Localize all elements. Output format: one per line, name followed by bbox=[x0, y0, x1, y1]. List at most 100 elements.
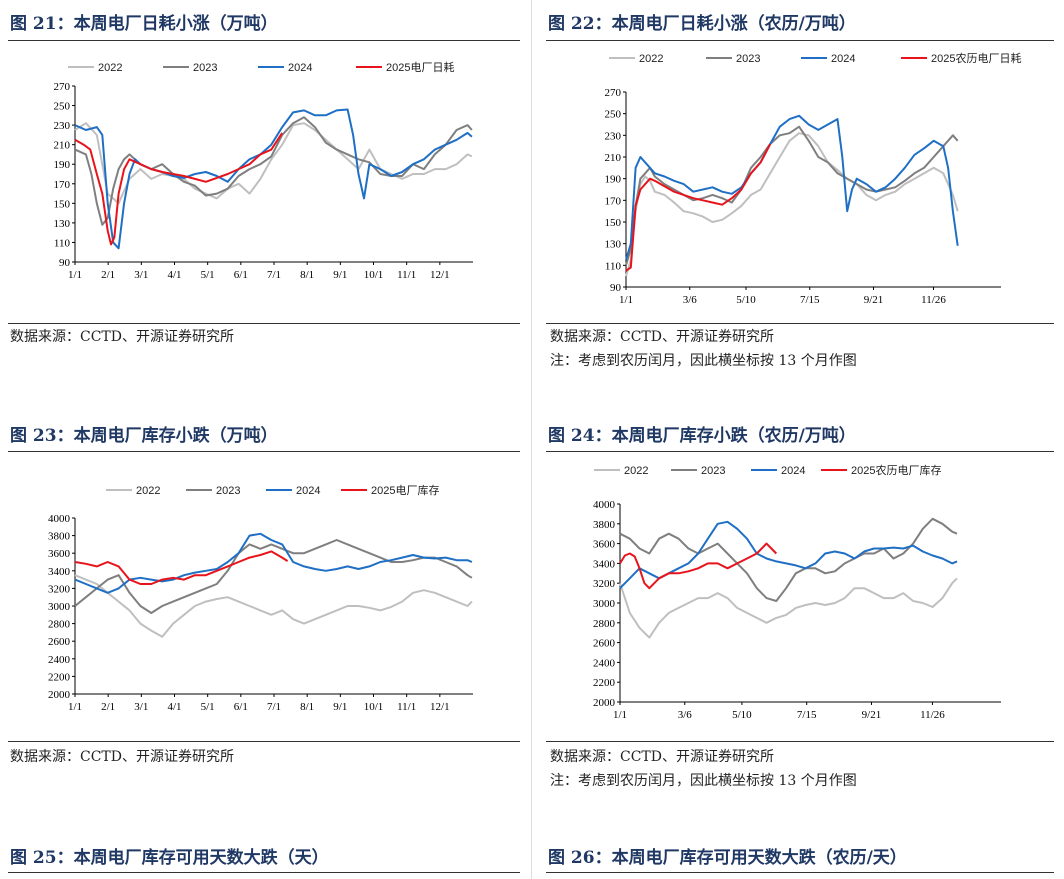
y-tick-label: 2600 bbox=[48, 636, 71, 648]
y-tick-label: 2800 bbox=[593, 618, 616, 630]
series-line-3 bbox=[74, 108, 473, 250]
y-tick-label: 2000 bbox=[593, 697, 616, 709]
fig26-title: 图 26：本周电厂库存可用天数大跌（农历/天） bbox=[548, 848, 907, 868]
legend-label: 2022 bbox=[624, 465, 648, 477]
legend-label: 2025农历电厂日耗 bbox=[931, 51, 1021, 65]
legend-label: 2025电厂库存 bbox=[371, 483, 439, 497]
y-tick-label: 3000 bbox=[48, 601, 71, 613]
legend-label: 2024 bbox=[288, 62, 312, 74]
y-tick-label: 3600 bbox=[593, 539, 616, 551]
x-tick-label: 7/1 bbox=[267, 701, 281, 713]
series-line-1 bbox=[74, 574, 473, 638]
legend-label: 2024 bbox=[296, 485, 320, 497]
series-line-2 bbox=[74, 116, 473, 226]
legend-label: 2024 bbox=[781, 465, 805, 477]
x-tick-label: 3/6 bbox=[683, 294, 698, 306]
legend-label: 2022 bbox=[136, 485, 160, 497]
legend-label: 2025农历电厂库存 bbox=[851, 463, 941, 477]
y-tick-label: 190 bbox=[54, 159, 71, 171]
x-tick-label: 7/1 bbox=[267, 269, 281, 281]
x-tick-label: 6/1 bbox=[234, 269, 248, 281]
x-tick-label: 3/1 bbox=[134, 701, 148, 713]
x-tick-label: 1/1 bbox=[613, 709, 627, 721]
x-tick-label: 11/1 bbox=[397, 701, 416, 713]
x-tick-label: 2/1 bbox=[101, 269, 115, 281]
fig22-chart: 90 110 130 150 170 190 210 230 250 270 1/1 3/6 5/10 7… bbox=[605, 51, 1022, 306]
y-tick-label: 110 bbox=[54, 237, 71, 249]
x-tick-label: 8/1 bbox=[300, 701, 314, 713]
y-tick-label: 270 bbox=[605, 87, 622, 99]
series-line-1 bbox=[74, 122, 473, 205]
y-tick-label: 250 bbox=[605, 109, 622, 121]
y-tick-label: 90 bbox=[610, 282, 622, 294]
legend-label: 2025电厂日耗 bbox=[386, 61, 454, 74]
series-line-1 bbox=[625, 132, 959, 277]
y-tick-label: 230 bbox=[54, 120, 71, 132]
y-tick-label: 170 bbox=[605, 195, 622, 207]
y-tick-label: 3200 bbox=[48, 583, 71, 595]
legend-label: 2022 bbox=[98, 62, 122, 74]
y-tick-label: 2200 bbox=[48, 671, 71, 683]
y-tick-label: 3400 bbox=[48, 566, 71, 578]
fig25-top-rule bbox=[8, 872, 520, 873]
legend-label: 2023 bbox=[216, 485, 240, 497]
y-tick-label: 210 bbox=[605, 152, 622, 164]
x-tick-label: 9/21 bbox=[862, 709, 882, 721]
x-tick-label: 9/21 bbox=[864, 294, 884, 306]
series-line-4 bbox=[74, 550, 289, 585]
fig25-title: 图 25：本周电厂库存可用天数大跌（天） bbox=[10, 848, 329, 868]
x-tick-label: 9/1 bbox=[333, 269, 347, 281]
series-line-3 bbox=[625, 114, 959, 261]
x-tick-label: 1/1 bbox=[619, 294, 633, 306]
x-tick-label: 5/1 bbox=[201, 269, 215, 281]
x-tick-label: 12/1 bbox=[430, 701, 450, 713]
x-tick-label: 6/1 bbox=[234, 701, 248, 713]
legend-label: 2022 bbox=[639, 53, 663, 65]
y-tick-label: 90 bbox=[59, 257, 71, 269]
x-tick-label: 5/10 bbox=[736, 294, 756, 306]
x-tick-label: 11/26 bbox=[921, 294, 946, 306]
fig26-top-rule bbox=[546, 872, 1054, 873]
x-tick-label: 7/15 bbox=[800, 294, 820, 306]
fig21-source: 数据来源：CCTD、开源证券研究所 bbox=[10, 329, 234, 345]
y-tick-label: 3600 bbox=[48, 548, 71, 560]
series-line-1 bbox=[619, 577, 958, 639]
series-line-2 bbox=[619, 517, 958, 602]
legend-label: 2023 bbox=[193, 62, 217, 74]
legend-label: 2023 bbox=[701, 465, 725, 477]
x-tick-label: 4/1 bbox=[167, 269, 181, 281]
fig22-title: 图 22：本周电厂日耗小涨（农历/万吨） bbox=[548, 14, 856, 34]
series-line-2 bbox=[74, 539, 473, 614]
series-line-4 bbox=[74, 132, 284, 246]
series-line-3 bbox=[74, 532, 473, 594]
fig21-bottom-rule bbox=[8, 323, 520, 324]
y-tick-label: 2400 bbox=[48, 654, 71, 666]
y-tick-label: 3000 bbox=[593, 598, 616, 610]
series-line-4 bbox=[619, 542, 778, 590]
y-tick-label: 2400 bbox=[593, 657, 616, 669]
fig23-chart: 2000 2200 2400 2600 2800 3000 3200 3400 3600 3800… bbox=[48, 483, 473, 713]
fig23-bottom-rule bbox=[8, 741, 520, 742]
x-tick-label: 7/15 bbox=[797, 709, 817, 721]
x-tick-label: 8/1 bbox=[300, 269, 314, 281]
y-tick-label: 2800 bbox=[48, 619, 71, 631]
fig22-note: 注：考虑到农历闰月，因此横坐标按 13 个月作图 bbox=[550, 353, 857, 369]
y-tick-label: 110 bbox=[605, 260, 622, 272]
fig22-bottom-rule bbox=[546, 323, 1054, 324]
legend-label: 2024 bbox=[831, 53, 855, 65]
fig24-top-rule bbox=[546, 451, 1054, 452]
x-tick-label: 1/1 bbox=[68, 701, 82, 713]
series-line-2 bbox=[625, 125, 959, 266]
y-tick-label: 150 bbox=[54, 198, 71, 210]
x-tick-label: 3/1 bbox=[134, 269, 148, 281]
fig24-chart: 2000 2200 2400 2600 2800 3000 3200 3400 3600 3800… bbox=[593, 463, 1001, 721]
y-tick-label: 2200 bbox=[593, 677, 616, 689]
series-line-4 bbox=[625, 143, 772, 272]
y-tick-label: 4000 bbox=[593, 499, 616, 511]
y-tick-label: 2000 bbox=[48, 689, 71, 701]
x-tick-label: 3/6 bbox=[678, 709, 693, 721]
y-tick-label: 210 bbox=[54, 140, 71, 152]
x-tick-label: 10/1 bbox=[364, 269, 384, 281]
x-tick-label: 12/1 bbox=[430, 269, 450, 281]
legend-label: 2023 bbox=[736, 53, 760, 65]
